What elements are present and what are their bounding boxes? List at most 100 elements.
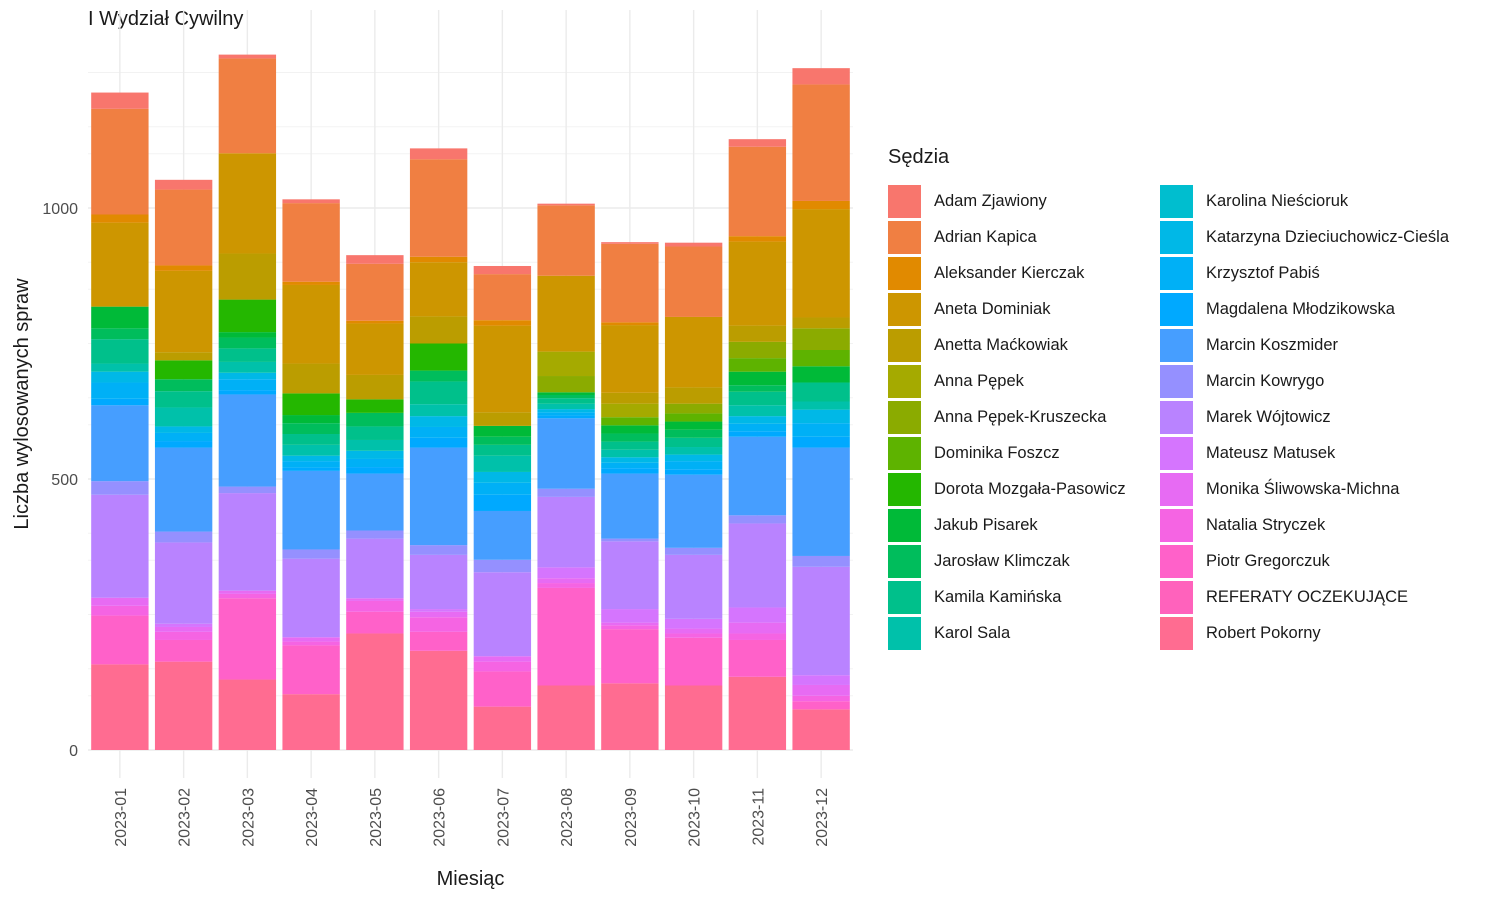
bar-segment <box>601 242 659 244</box>
bar-segment <box>537 488 595 497</box>
bar-segment <box>154 270 213 353</box>
bar-segment <box>154 189 213 266</box>
bar-segment <box>473 325 532 413</box>
bar-segment <box>664 429 723 438</box>
bar-segment <box>409 262 468 317</box>
legend-item: Marcin Kowrygo <box>1160 363 1432 399</box>
bar-segment <box>792 317 850 329</box>
legend-item: Marcin Koszmider <box>1160 327 1432 363</box>
bar-segment <box>154 360 213 380</box>
bar-segment <box>537 496 595 568</box>
bar-segment <box>728 385 787 392</box>
legend-swatch <box>1160 472 1193 506</box>
bar-segment <box>728 405 787 417</box>
legend-swatch <box>888 256 921 290</box>
legend-label: Aleksander Kierczak <box>934 263 1085 282</box>
bar-segment <box>282 549 340 559</box>
bar-segment <box>601 425 659 434</box>
legend-swatch <box>888 328 921 362</box>
bar-segment <box>409 611 468 618</box>
bar-segment <box>537 394 595 399</box>
bar-segment <box>282 281 340 285</box>
bar-segment <box>537 205 595 276</box>
legend-label: Jakub Pisarek <box>934 515 1038 534</box>
bar-segment <box>473 425 532 437</box>
bar-segment <box>218 679 277 750</box>
bar-segment <box>792 401 850 410</box>
bar-segment <box>154 661 213 750</box>
bar-segment <box>601 433 659 442</box>
x-tick-label: 2023-03 <box>240 788 257 847</box>
legend-swatch <box>888 544 921 578</box>
legend-title: Sędzia <box>888 146 950 168</box>
legend-label: Jarosław Klimczak <box>934 551 1070 570</box>
bar-segment <box>537 203 595 206</box>
bar-segment <box>91 339 149 364</box>
legend-label: Mateusz Matusek <box>1206 443 1336 462</box>
bar-segment <box>91 108 149 215</box>
bar-segment <box>601 417 659 426</box>
bar-segment <box>409 545 468 555</box>
bar-segment <box>91 605 149 616</box>
bar-segment <box>792 84 850 201</box>
bar-segment <box>282 363 340 394</box>
bar-segment <box>409 631 468 651</box>
bar-segment <box>664 316 723 388</box>
legend-item: Piotr Gregorczuk <box>1160 543 1432 579</box>
bar-segment <box>218 299 277 333</box>
bar-segment <box>282 423 340 435</box>
legend-swatch <box>1160 508 1193 542</box>
legend-columns: Adam Zjawiony Adrian Kapica Aleksander Kie… <box>888 183 1449 651</box>
bar-segment <box>728 358 787 372</box>
legend-swatch <box>888 472 921 506</box>
bar-segment <box>792 566 850 676</box>
bar-segment <box>282 203 340 282</box>
bar-segment <box>601 449 659 458</box>
bar-segment <box>792 350 850 367</box>
bar-segment <box>409 256 468 263</box>
bar-segment <box>218 58 277 154</box>
legend-swatch <box>888 400 921 434</box>
bar-segment <box>473 706 532 750</box>
legend-swatch <box>1160 580 1193 614</box>
bar-segment <box>346 458 404 468</box>
bar-segment <box>282 461 340 468</box>
y-tick-label: 500 <box>51 472 78 489</box>
bar-segment <box>537 376 595 393</box>
bar-segment <box>664 437 723 448</box>
bar-segment <box>601 468 659 474</box>
bar-segment <box>537 578 595 584</box>
bar-segment <box>91 363 149 372</box>
bar-segment <box>537 409 595 413</box>
bar-segment <box>664 413 723 422</box>
bar-segment <box>409 316 468 344</box>
x-axis-title: Miesiąc <box>437 868 505 890</box>
legend-item: Kamila Kamińska <box>888 579 1160 615</box>
bar-segment <box>218 348 277 362</box>
bar-segment <box>792 684 850 696</box>
bar-segment <box>537 685 595 750</box>
bar-segment <box>282 641 340 646</box>
legend-item: Magdalena Młodzikowska <box>1160 291 1432 327</box>
x-tick-label: 2023-01 <box>113 788 130 847</box>
bar-segment <box>218 598 277 680</box>
bar-segment <box>728 325 787 342</box>
bar-segment <box>154 623 213 627</box>
bar-segment <box>792 382 850 402</box>
legend-label: Krzysztof Pabiś <box>1206 263 1320 282</box>
bar-segment <box>409 416 468 427</box>
bar-segment <box>728 639 787 677</box>
bar-segment <box>218 372 277 380</box>
bar-segment <box>728 139 787 147</box>
bar-segment <box>409 426 468 438</box>
legend-item: Katarzyna Dzieciuchowicz-Cieśla <box>1160 219 1449 255</box>
legend-label: Natalia Stryczek <box>1206 515 1326 534</box>
chart-title: I Wydział Cywilny <box>88 8 244 30</box>
bar-segment <box>792 423 850 437</box>
bar-segment <box>282 470 340 550</box>
bar-segment <box>282 558 340 638</box>
bar-segment <box>91 597 149 606</box>
legend-swatch <box>1160 400 1193 434</box>
bar-segment <box>601 457 659 463</box>
legend-label: Adrian Kapica <box>934 227 1037 246</box>
